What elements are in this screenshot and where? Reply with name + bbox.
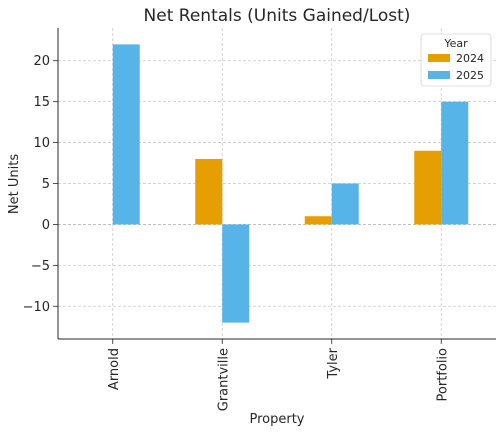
bars <box>112 44 469 323</box>
bar-2024-tyler <box>304 216 332 225</box>
y-axis-ticks: −10 −5 0 5 10 15 20 <box>23 54 58 315</box>
plot-area: −10 −5 0 5 10 15 20 Arnold Grantville Tyler Portf… <box>23 28 496 411</box>
x-axis-label: Property <box>249 412 304 427</box>
y-tick-label: 20 <box>33 54 50 69</box>
bar-2025-portfolio <box>441 101 469 225</box>
x-tick-label: Portfolio <box>435 348 450 402</box>
y-tick-label: 5 <box>42 177 50 192</box>
y-tick-label: −10 <box>23 300 50 315</box>
legend-title: Year <box>443 37 468 50</box>
x-tick-label: Tyler <box>326 347 341 379</box>
chart-title: Net Rentals (Units Gained/Lost) <box>144 6 411 26</box>
y-tick-label: 10 <box>33 136 50 151</box>
legend-swatch-2025 <box>428 71 450 79</box>
x-axis-ticks: Arnold Grantville Tyler Portfolio <box>107 339 450 411</box>
bar-2025-arnold <box>112 44 140 225</box>
legend: Year 2024 2025 <box>420 33 492 87</box>
y-axis-label: Net Units <box>7 154 22 214</box>
legend-label-2025: 2025 <box>456 69 484 82</box>
y-tick-label: 15 <box>33 95 50 110</box>
bar-2024-grantville <box>195 158 223 225</box>
y-tick-label: −5 <box>31 259 50 274</box>
x-tick-label: Arnold <box>107 348 122 390</box>
legend-label-2024: 2024 <box>456 52 484 65</box>
legend-swatch-2024 <box>428 54 450 62</box>
bar-2024-portfolio <box>414 150 442 225</box>
bar-2025-grantville <box>222 224 250 323</box>
bar-2025-tyler <box>331 183 359 225</box>
y-tick-label: 0 <box>42 218 50 233</box>
x-tick-label: Grantville <box>216 348 231 411</box>
